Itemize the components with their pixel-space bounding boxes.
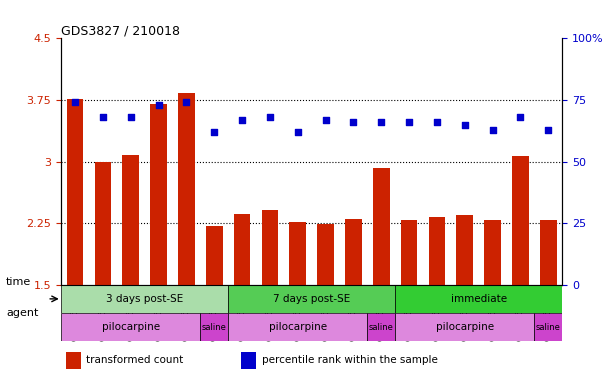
FancyBboxPatch shape [200,313,228,341]
Bar [290,222,306,285]
Point [348,119,358,125]
FancyBboxPatch shape [367,313,395,341]
Point [98,114,108,120]
Text: saline: saline [202,323,227,331]
Bar [150,104,167,285]
Point [321,117,331,123]
FancyBboxPatch shape [395,313,534,341]
Text: time: time [6,277,31,287]
Point [265,114,275,120]
Text: saline: saline [369,323,393,331]
FancyBboxPatch shape [395,285,562,313]
Point [543,126,553,132]
Bar [66,352,81,369]
Point [432,119,442,125]
Point [516,114,525,120]
FancyBboxPatch shape [534,313,562,341]
Point [404,119,414,125]
Bar [401,220,417,285]
Text: pilocarpine: pilocarpine [436,322,494,332]
Text: GDS3827 / 210018: GDS3827 / 210018 [61,24,180,37]
Point [181,99,191,106]
Text: transformed count: transformed count [86,356,183,366]
FancyBboxPatch shape [61,313,200,341]
FancyBboxPatch shape [61,285,228,313]
Text: pilocarpine: pilocarpine [101,322,159,332]
Text: pilocarpine: pilocarpine [269,322,327,332]
FancyBboxPatch shape [228,313,367,341]
Point [293,129,302,135]
FancyBboxPatch shape [228,285,395,313]
Bar [206,226,222,285]
Text: percentile rank within the sample: percentile rank within the sample [262,356,437,366]
Point [488,126,497,132]
Bar [233,214,251,285]
Text: 3 days post-SE: 3 days post-SE [106,294,183,304]
Text: 7 days post-SE: 7 days post-SE [273,294,350,304]
Bar [178,93,195,285]
Bar [67,99,83,285]
Bar [540,220,557,285]
Point [237,117,247,123]
Bar [373,168,390,285]
Bar [262,210,278,285]
Bar [456,215,473,285]
Point [376,119,386,125]
Bar [122,155,139,285]
Text: saline: saline [536,323,561,331]
Bar [95,162,111,285]
Bar [241,352,257,369]
Bar [345,219,362,285]
Bar [484,220,501,285]
Point [153,102,163,108]
Point [70,99,80,106]
Point [126,114,136,120]
Point [210,129,219,135]
Point [460,122,470,128]
Text: agent: agent [6,308,38,318]
Bar [317,224,334,285]
Text: immediate: immediate [450,294,507,304]
Bar [428,217,445,285]
Bar [512,156,529,285]
